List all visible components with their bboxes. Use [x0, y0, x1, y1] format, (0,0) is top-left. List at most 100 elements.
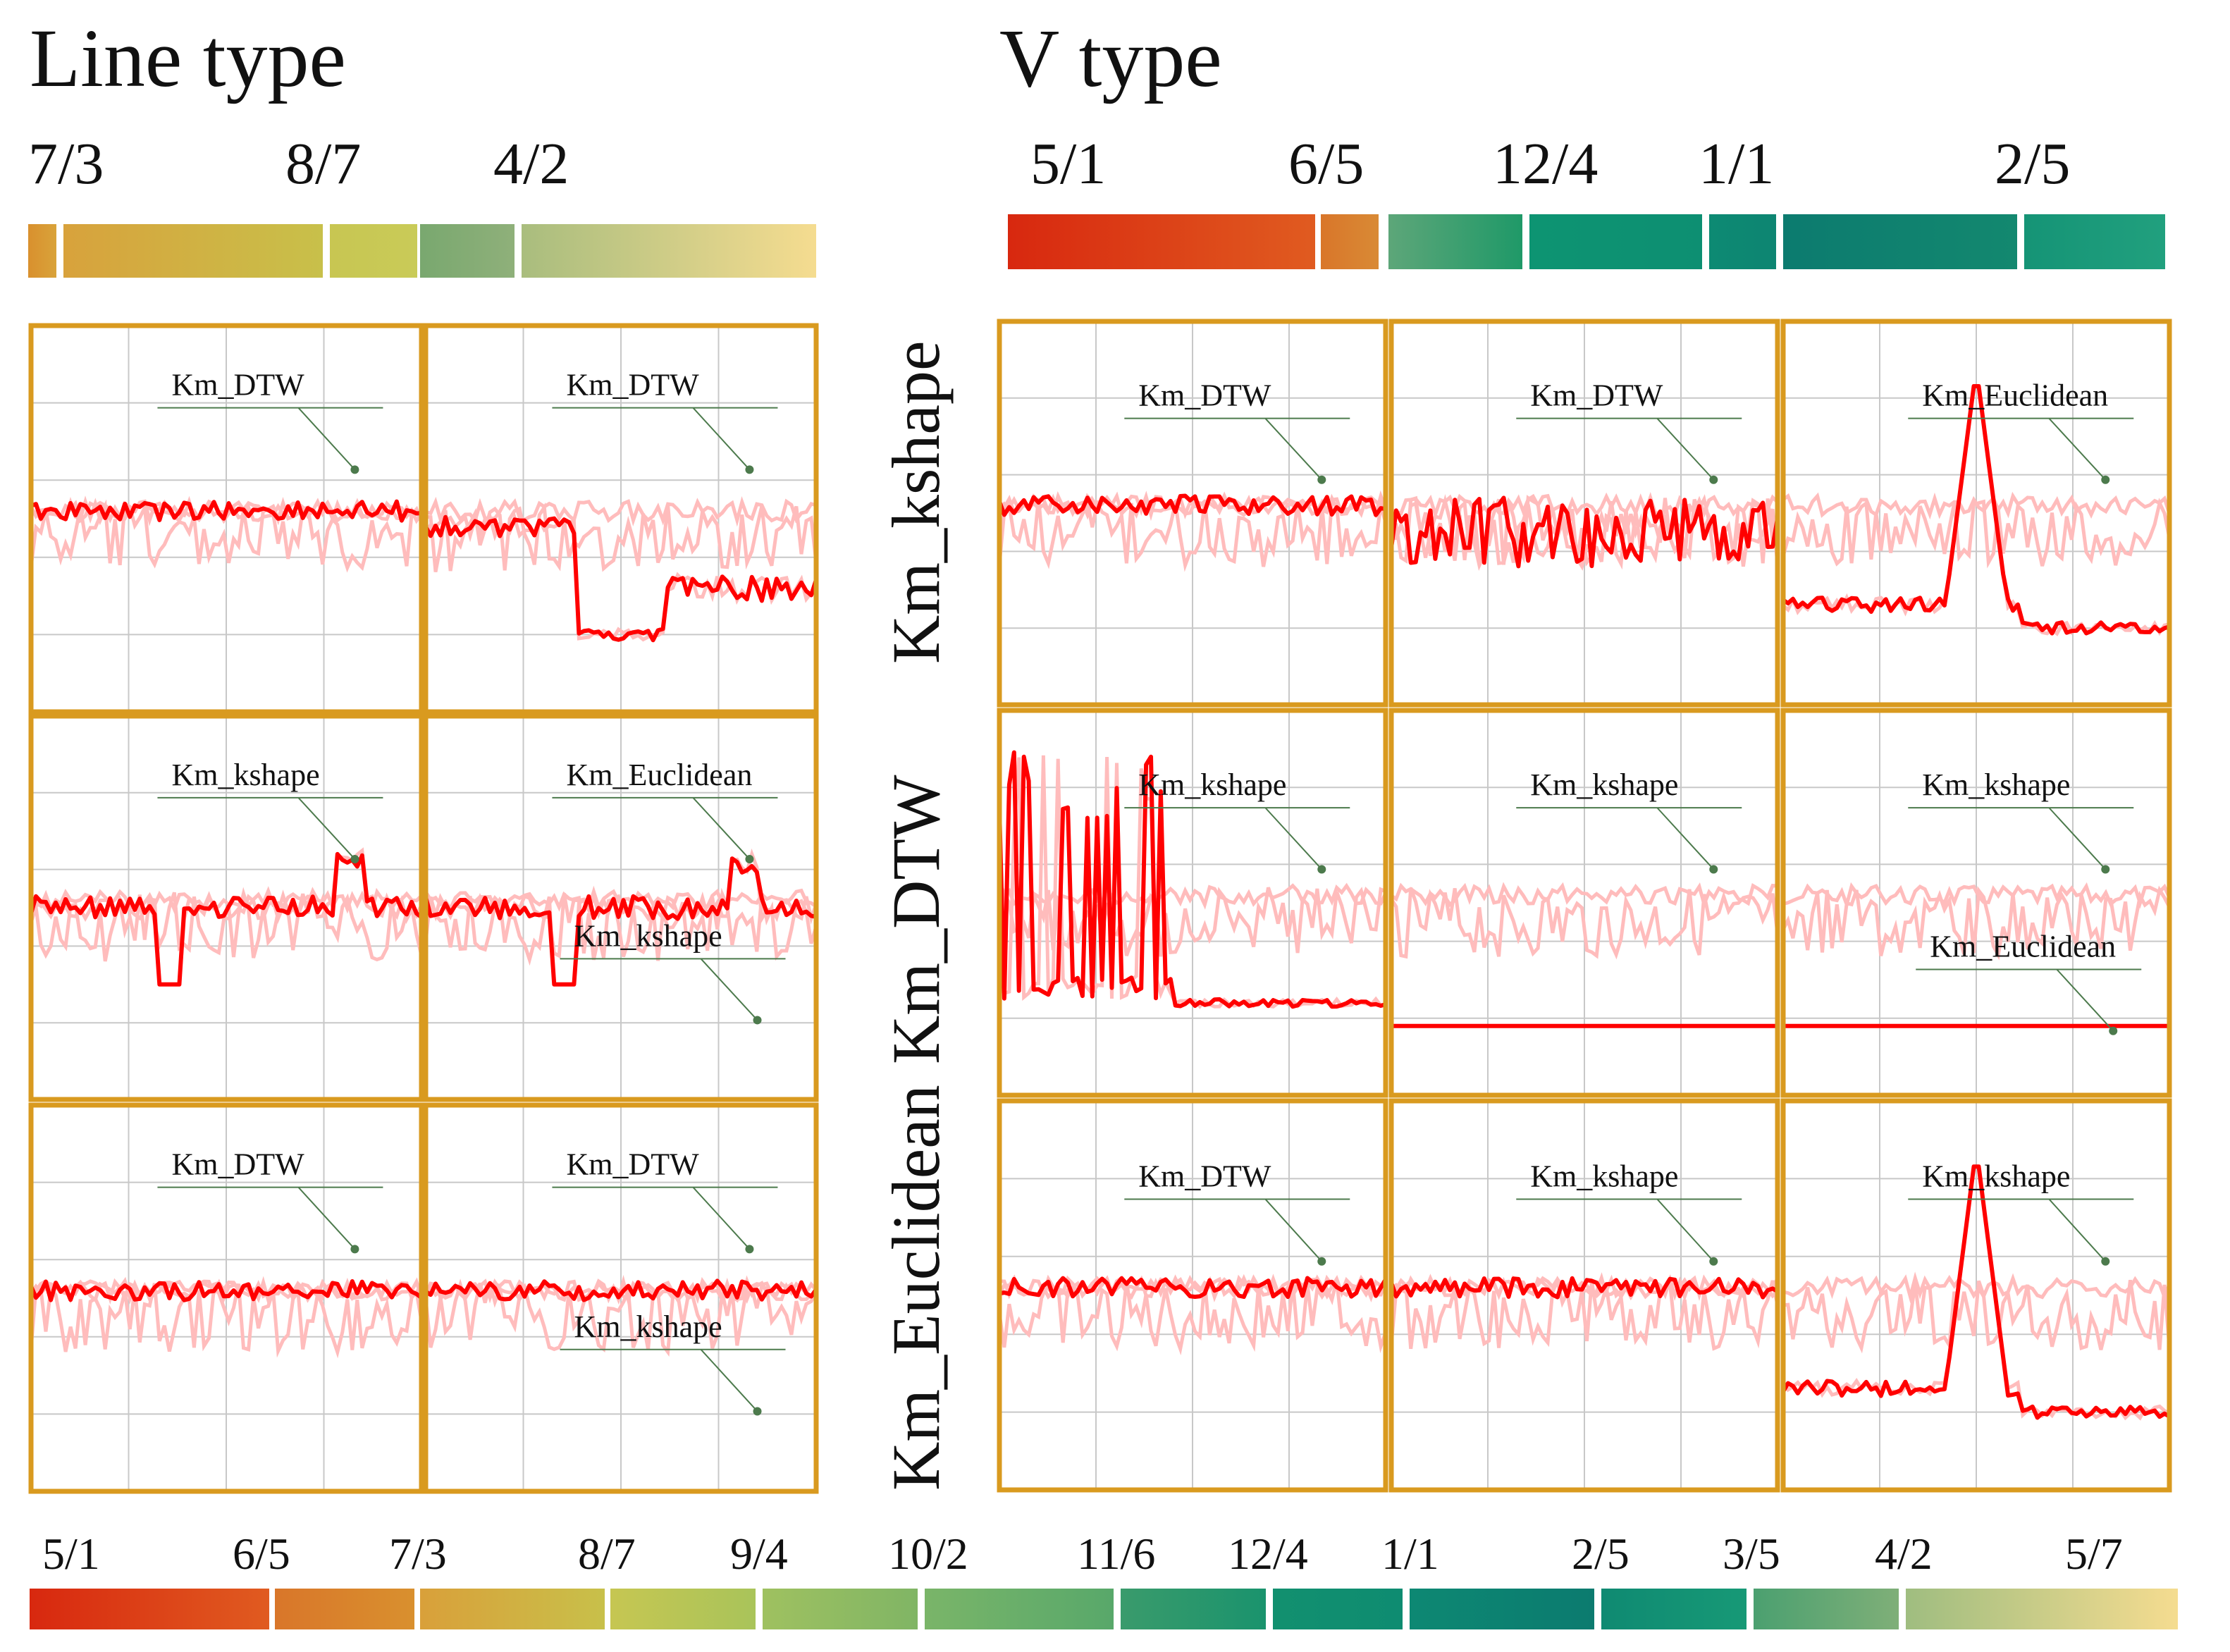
bottom-strip-segment	[610, 1589, 756, 1629]
annotation-leader	[1656, 418, 1715, 481]
background-series	[1389, 887, 1780, 960]
v-type-tick-1: 6/5	[1288, 131, 1364, 197]
background-series	[997, 495, 1388, 572]
v-panel-r1-c0: Km_kshape	[997, 708, 1388, 1098]
annotation-leader	[1264, 418, 1323, 481]
bottom-strip-segment	[925, 1589, 1114, 1629]
panel-frame	[1388, 319, 1780, 708]
annotation-label: Km_kshape	[1922, 768, 2070, 802]
annotation-label: Km_kshape	[574, 918, 722, 953]
annotation-label: Km_kshape	[1530, 768, 1678, 802]
v-strip-segment	[1783, 214, 2017, 269]
annotation-label: Km_kshape	[574, 1309, 722, 1344]
background-series	[425, 496, 817, 527]
v-type-tick-2: 12/4	[1493, 131, 1598, 197]
line-panel-r0-c1: Km_DTW	[423, 323, 819, 715]
bottom-strip-segment	[1410, 1589, 1594, 1629]
annotation-point	[753, 1016, 762, 1025]
background-series	[1390, 882, 1778, 910]
annotation-point	[1709, 1257, 1718, 1266]
annotation-leader	[297, 407, 356, 470]
v-panel-r1-c2: Km_kshape Km_Euclidean	[1780, 708, 2172, 1098]
panel-frame	[997, 319, 1388, 708]
line-type-section: Line type 7/3 8/7 4/2	[28, 12, 816, 278]
v-strip-segment	[1388, 214, 1522, 269]
v-strip-segment	[1008, 214, 1315, 269]
annotation-leader	[2048, 807, 2107, 870]
bottom-tick-9: 2/5	[1572, 1529, 1630, 1579]
bottom-tick-11: 4/2	[1875, 1529, 1933, 1579]
line-type-tick-0: 7/3	[28, 131, 104, 197]
cluster-center-series	[1781, 1164, 2171, 1420]
annotation-point	[1709, 475, 1718, 484]
annotation-label: Km_kshape	[1530, 1159, 1678, 1193]
bottom-tick-3: 8/7	[578, 1529, 636, 1579]
cluster-center-series	[29, 1279, 423, 1302]
bottom-strip-segment	[1906, 1589, 2178, 1629]
bottom-tick-0: 5/1	[42, 1529, 100, 1579]
line-panel-r1-c1: Km_Euclidean Km_kshape	[423, 713, 819, 1102]
line-strip-segment	[522, 224, 816, 278]
line-strip-segment	[28, 224, 56, 278]
line-panel-r2-c0: Km_DTW	[28, 1102, 424, 1494]
cluster-center-series	[997, 750, 1386, 1009]
bottom-tick-1: 6/5	[233, 1529, 290, 1579]
v-strip-segment	[1321, 214, 1379, 269]
background-series	[425, 502, 818, 572]
bottom-tick-4: 9/4	[730, 1529, 788, 1579]
annotation-leader	[692, 407, 751, 470]
annotation-leader	[297, 1186, 356, 1250]
row-label-kshape: Km_kshape	[878, 340, 954, 664]
row-labels: Km_kshape Km_DTW Km_Euclidean	[878, 340, 954, 1491]
bottom-axis-ticks: 5/1 6/5 7/3 8/7 9/4 10/2 11/6 12/4 1/1 2/5 3/5 4/2 5…	[42, 1529, 2123, 1579]
background-series	[1782, 882, 2172, 911]
v-type-section: V type 5/1 6/5 12/4 1/1 2/5	[999, 12, 2165, 269]
v-panel-r2-c2: Km_kshape	[1780, 1098, 2172, 1493]
v-strip-segment	[1709, 214, 1776, 269]
annotation-point	[2101, 475, 2110, 484]
bottom-tick-2: 7/3	[389, 1529, 447, 1579]
bottom-tick-5: 10/2	[888, 1529, 968, 1579]
row-label-dtw: Km_DTW	[878, 775, 954, 1064]
panel-frame	[423, 323, 819, 715]
annotation-leader	[2056, 968, 2114, 1032]
cluster-center-series	[424, 1278, 818, 1302]
annotation-label: Km_kshape	[1922, 1159, 2070, 1193]
v-panel-r1-c1: Km_kshape	[1388, 708, 1780, 1098]
annotation-point	[1317, 475, 1326, 484]
annotation-label: Km_DTW	[566, 1147, 699, 1182]
annotation-point	[350, 1245, 359, 1254]
panel-frame	[997, 1098, 1388, 1493]
background-series	[1782, 1279, 2172, 1354]
bottom-strip-segment	[30, 1589, 269, 1629]
background-series	[1782, 1271, 2172, 1304]
annotation-leader	[700, 958, 758, 1021]
panel-frame	[423, 1102, 819, 1494]
annotation-label: Km_DTW	[1530, 378, 1663, 413]
line-type-color-strip	[28, 224, 816, 278]
annotation-label: Km_DTW	[566, 368, 699, 402]
line-panel-r2-c1: Km_DTW Km_kshape	[423, 1102, 819, 1494]
annotation-leader	[297, 797, 356, 860]
background-series	[424, 887, 818, 966]
panel-frame	[1780, 708, 2172, 1098]
cluster-center-series	[999, 1276, 1388, 1300]
bottom-strip-segment	[420, 1589, 605, 1629]
annotation-point	[753, 1407, 762, 1416]
panel-frame	[1388, 1098, 1780, 1493]
line-panel-r0-c0: Km_DTW	[28, 323, 424, 715]
cluster-center-series	[1389, 1276, 1779, 1300]
v-type-tick-3: 1/1	[1699, 131, 1774, 197]
bottom-color-strip	[30, 1589, 2178, 1629]
annotation-leader	[1656, 1198, 1715, 1262]
bottom-tick-6: 11/6	[1077, 1529, 1155, 1579]
annotation-leader	[2048, 1198, 2107, 1262]
bottom-strip-segment	[1754, 1589, 1899, 1629]
panel-frame	[28, 323, 424, 715]
annotation-label: Km_Euclidean	[1930, 929, 2116, 963]
row-label-euclidean: Km_Euclidean	[878, 1085, 954, 1491]
v-strip-segment	[1529, 214, 1702, 269]
annotation-label: Km_kshape	[171, 758, 319, 792]
